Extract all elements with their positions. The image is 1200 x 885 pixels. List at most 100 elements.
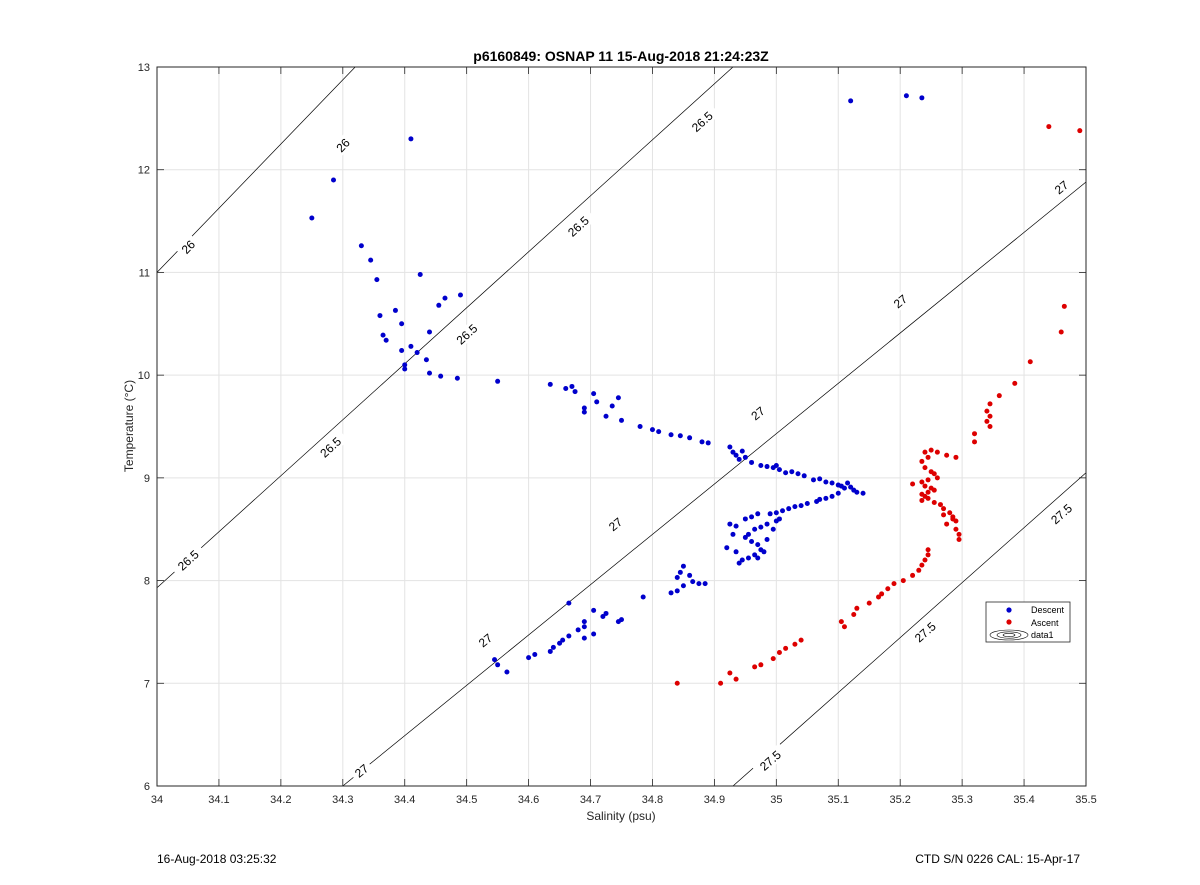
data-point	[941, 512, 947, 518]
data-point	[591, 607, 597, 613]
data-point	[752, 526, 758, 532]
plot-background	[157, 67, 1086, 786]
contour-label-backdrop	[745, 401, 771, 426]
data-point	[569, 383, 575, 389]
plot-frame	[156, 66, 1087, 787]
legend-marker-ascent	[1006, 619, 1012, 625]
data-point	[572, 389, 578, 395]
data-point	[736, 560, 742, 566]
data-point	[987, 424, 993, 429]
legend-marker-descent	[1006, 607, 1012, 613]
data-point	[402, 366, 408, 372]
legend-label-data1: data1	[1031, 630, 1054, 640]
data-point	[745, 555, 751, 561]
data-point	[755, 555, 761, 561]
data-point	[761, 549, 767, 555]
footer-timestamp: 16-Aug-2018 03:25:32	[157, 852, 277, 866]
data-point	[937, 502, 943, 508]
data-point	[402, 362, 408, 368]
data-point	[996, 393, 1002, 399]
data-point	[953, 526, 959, 532]
x-axis-label: Salinity (psu)	[586, 809, 655, 823]
x-tick-label: 35.4	[1013, 794, 1034, 806]
data-point	[758, 524, 764, 530]
data-point	[383, 337, 389, 343]
data-point	[925, 547, 931, 553]
data-point	[417, 271, 423, 277]
contour-line	[732, 472, 1087, 787]
data-point	[399, 347, 405, 353]
data-point	[984, 418, 990, 424]
data-point	[687, 572, 693, 578]
footer-instrument-info: CTD S/N 0226 CAL: 15-Apr-17	[915, 852, 1080, 866]
data-point	[637, 424, 643, 429]
data-point	[374, 277, 380, 283]
data-point	[526, 655, 532, 661]
data-point	[891, 581, 897, 587]
contour-label: 27	[887, 289, 913, 314]
data-point	[987, 401, 993, 407]
contour-label-backdrop	[752, 743, 789, 778]
data-point	[934, 475, 940, 481]
contour-label-backdrop	[448, 316, 485, 352]
contour-label-backdrop	[1048, 175, 1074, 200]
data-point	[563, 385, 569, 391]
contour-line	[156, 66, 734, 589]
data-point	[944, 452, 950, 458]
data-point	[956, 531, 962, 537]
data-point	[783, 645, 789, 651]
data-point	[903, 93, 909, 99]
y-tick-label: 10	[138, 370, 150, 382]
legend-label-descent: Descent	[1031, 605, 1065, 615]
data-point	[581, 635, 587, 641]
data-point	[953, 454, 959, 460]
legend: Descent Ascent data1	[985, 601, 1071, 643]
data-point	[798, 637, 804, 643]
data-point	[742, 534, 748, 540]
data-point	[749, 459, 755, 465]
data-point	[1061, 303, 1067, 309]
data-point	[848, 98, 854, 104]
data-point	[427, 329, 433, 335]
data-point	[919, 479, 925, 485]
data-point	[399, 321, 405, 327]
data-point	[749, 514, 755, 520]
x-tick-label: 34.9	[704, 794, 725, 806]
data-point	[427, 370, 433, 376]
data-point	[1027, 359, 1033, 365]
x-tick-label: 35.5	[1075, 794, 1096, 806]
data-point	[789, 469, 795, 475]
data-point	[668, 590, 674, 596]
data-point	[687, 435, 693, 441]
data-point	[764, 536, 770, 542]
data-point	[550, 644, 556, 650]
data-point	[956, 536, 962, 542]
data-point	[934, 449, 940, 455]
data-point	[690, 579, 696, 585]
x-tick-label: 34.3	[332, 794, 353, 806]
y-axis-label: Temperature (°C)	[122, 380, 136, 472]
data-point	[600, 614, 606, 620]
data-point	[532, 652, 538, 658]
data-point	[368, 257, 374, 263]
contour-label: 27	[602, 512, 628, 537]
data-point	[674, 574, 680, 580]
data-point	[950, 516, 956, 522]
data-point	[919, 497, 925, 503]
data-point	[758, 662, 764, 668]
data-point	[922, 557, 928, 563]
data-point	[677, 433, 683, 439]
x-tick-label: 34.7	[580, 794, 601, 806]
data-point	[591, 631, 597, 637]
data-point	[947, 510, 953, 516]
data-point	[680, 583, 686, 589]
data-point	[724, 545, 730, 551]
data-point	[804, 501, 810, 507]
data-point	[767, 511, 773, 517]
data-point	[838, 483, 844, 489]
data-point	[764, 464, 770, 470]
data-point	[810, 477, 816, 483]
axis-ticks: 34 34.1 34.2 34.3 34.4 34.5 34.6 34.7 34.8 34.9 35…	[138, 62, 1097, 806]
data-point	[739, 557, 745, 563]
data-point	[727, 444, 733, 450]
